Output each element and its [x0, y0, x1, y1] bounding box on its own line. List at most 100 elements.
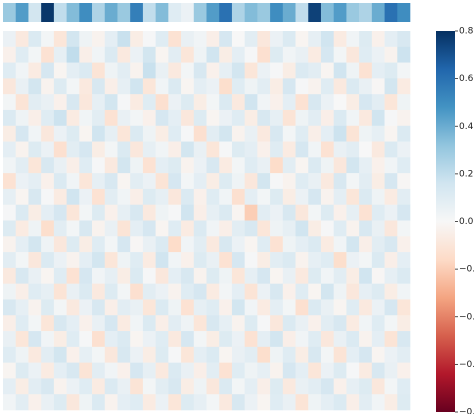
heatmap-cell — [155, 299, 169, 316]
heatmap-cell — [117, 362, 131, 379]
heatmap-cell — [219, 236, 233, 253]
heatmap-cell — [3, 299, 17, 316]
heatmap-cell — [155, 173, 169, 190]
strip-cell — [231, 3, 245, 22]
heatmap-cell — [181, 94, 195, 111]
heatmap-cell — [79, 362, 93, 379]
strip-cell — [257, 3, 271, 22]
heatmap-cell — [282, 267, 296, 284]
heatmap-cell — [193, 220, 207, 237]
heatmap-cell — [168, 78, 182, 95]
heatmap-cell — [168, 204, 182, 221]
heatmap-cell — [308, 78, 322, 95]
heatmap-cell — [206, 220, 220, 237]
heatmap-cell — [371, 220, 385, 237]
heatmap-cell — [320, 141, 334, 158]
heatmap-cell — [117, 331, 131, 348]
heatmap-cell — [359, 46, 373, 63]
heatmap-cell — [53, 94, 67, 111]
heatmap-cell — [346, 188, 360, 206]
heatmap-cell — [181, 220, 195, 237]
heatmap-cell — [15, 346, 29, 363]
heatmap-cell — [295, 331, 309, 348]
heatmap-cell — [66, 125, 80, 142]
heatmap-cell — [181, 346, 195, 363]
heatmap-cell — [244, 331, 258, 348]
heatmap-cell — [41, 173, 55, 190]
strip-cell — [219, 3, 233, 22]
heatmap-cell — [270, 46, 284, 63]
heatmap-cell — [41, 46, 55, 63]
heatmap-cell — [397, 125, 411, 142]
heatmap-cell — [384, 204, 398, 221]
heatmap-cell — [3, 315, 17, 332]
heatmap-cell — [155, 109, 169, 127]
heatmap-cell — [257, 62, 271, 79]
heatmap-cell — [219, 346, 233, 363]
heatmap-cell — [206, 141, 220, 158]
heatmap-cell — [79, 394, 93, 411]
heatmap-cell — [53, 157, 67, 174]
heatmap-cell — [270, 62, 284, 79]
heatmap-cell — [66, 94, 80, 111]
heatmap-cell — [333, 362, 347, 379]
heatmap-cell — [244, 394, 258, 411]
heatmap-cell — [53, 125, 67, 142]
heatmap-cell — [41, 204, 55, 221]
heatmap-cell — [168, 331, 182, 348]
heatmap-cell — [181, 362, 195, 379]
heatmap-cell — [3, 236, 17, 253]
heatmap-cell — [117, 252, 131, 269]
heatmap-cell — [333, 109, 347, 127]
heatmap-cell — [79, 125, 93, 142]
heatmap-cell — [130, 173, 144, 190]
heatmap-cell — [142, 267, 156, 284]
heatmap-cell — [308, 252, 322, 269]
heatmap-cell — [193, 204, 207, 221]
heatmap-cell — [53, 283, 67, 300]
heatmap-cell — [181, 267, 195, 284]
colorbar-tick-label: 0.0 — [459, 217, 474, 227]
heatmap-cell — [308, 315, 322, 332]
colorbar-tick-label: −0.4 — [459, 312, 474, 322]
heatmap-cell — [104, 46, 118, 63]
heatmap-cell — [219, 78, 233, 95]
heatmap-cell — [53, 315, 67, 332]
heatmap-cell — [92, 378, 106, 395]
heatmap-cell — [333, 173, 347, 190]
heatmap-cell — [346, 109, 360, 127]
heatmap-cell — [181, 109, 195, 127]
heatmap-cell — [257, 157, 271, 174]
heatmap-cell — [79, 31, 93, 48]
heatmap-cell — [282, 188, 296, 206]
heatmap-cell — [219, 331, 233, 348]
heatmap-cell — [371, 188, 385, 206]
heatmap-cell — [346, 378, 360, 395]
heatmap-cell — [104, 362, 118, 379]
heatmap-cell — [92, 346, 106, 363]
heatmap-cell — [41, 267, 55, 284]
heatmap-cell — [3, 109, 17, 127]
heatmap-cell — [346, 94, 360, 111]
heatmap-cell — [397, 220, 411, 237]
heatmap-cell — [333, 315, 347, 332]
strip-cell — [244, 3, 258, 22]
heatmap-cell — [193, 283, 207, 300]
heatmap-cell — [3, 94, 17, 111]
heatmap-cell — [346, 331, 360, 348]
heatmap-cell — [53, 141, 67, 158]
heatmap-cell — [3, 283, 17, 300]
heatmap-cell — [28, 62, 42, 79]
heatmap-cell — [397, 188, 411, 206]
heatmap-cell — [397, 236, 411, 253]
heatmap-cell — [181, 62, 195, 79]
heatmap-cell — [66, 141, 80, 158]
heatmap-cell — [320, 188, 334, 206]
heatmap-cell — [346, 315, 360, 332]
strip-cell — [168, 3, 182, 22]
heatmap-cell — [320, 394, 334, 411]
heatmap-cell — [79, 78, 93, 95]
heatmap-cell — [320, 362, 334, 379]
heatmap-cell — [333, 236, 347, 253]
heatmap-cell — [231, 94, 245, 111]
